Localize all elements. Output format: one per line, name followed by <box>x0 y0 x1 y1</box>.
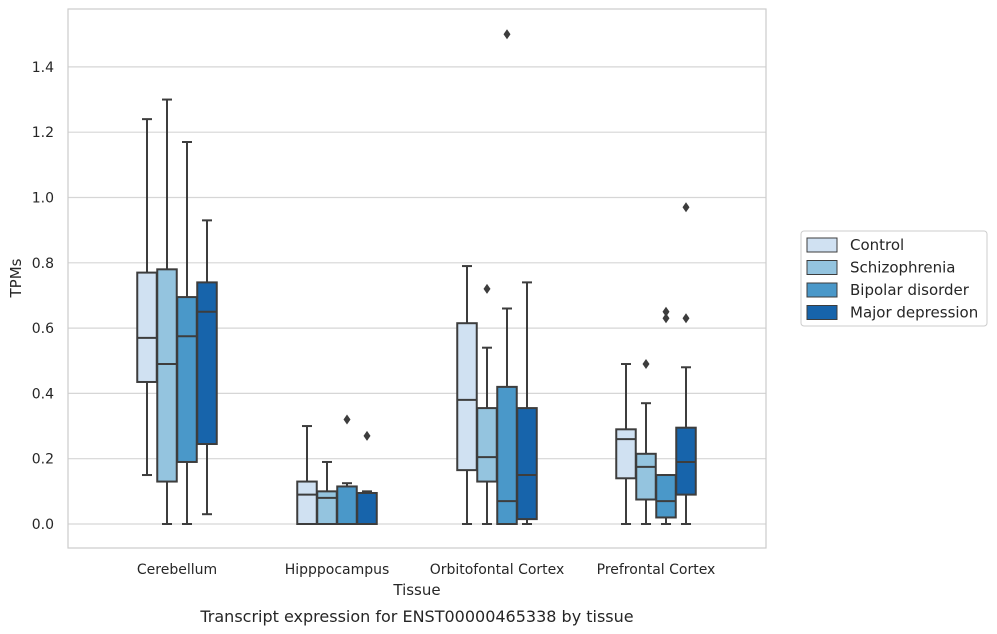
outlier-point <box>682 313 690 324</box>
y-tick-label: 1.0 <box>32 191 54 207</box>
x-tick-label: Prefrontal Cortex <box>597 562 716 578</box>
box-iqr <box>655 474 677 519</box>
box-iqr <box>196 281 218 446</box>
box-iqr <box>176 296 198 463</box>
box-control-1 <box>296 425 318 525</box>
outlier-point <box>343 414 351 425</box>
box-iqr <box>356 491 378 526</box>
box-iqr <box>336 485 358 526</box>
outlier-point <box>682 202 690 213</box>
legend: Control Schizophrenia Bipolar disorder Majo… <box>800 230 988 327</box>
x-tick-labels: Cerebellum Hipppocampus Orbitofontal Corte… <box>137 562 715 578</box>
box-control-3 <box>615 363 637 525</box>
x-tick-label: Cerebellum <box>137 562 217 578</box>
legend-label: Bipolar disorder <box>850 281 970 299</box>
y-tick-label: 1.4 <box>32 60 54 76</box>
plot-frame <box>67 8 767 549</box>
y-tick-label: 0.4 <box>32 386 54 402</box>
legend-frame <box>800 230 988 327</box>
box-iqr <box>496 385 518 525</box>
box-iqr <box>296 480 318 525</box>
y-tick-label: 1.2 <box>32 125 54 141</box>
box-iqr <box>456 322 478 472</box>
box-schizophrenia-1 <box>316 460 338 526</box>
outlier-point <box>662 313 670 324</box>
box-bipolar-disorder-2 <box>496 29 518 525</box>
box-major-depression-0 <box>196 219 218 516</box>
box-major-depression-3 <box>675 202 697 525</box>
box-schizophrenia-2 <box>476 283 498 525</box>
box-iqr <box>615 428 637 480</box>
box-major-depression-1 <box>356 430 378 526</box>
legend-label: Control <box>850 236 904 254</box>
legend-swatch <box>806 237 838 253</box>
outlier-point <box>662 306 670 317</box>
legend-swatch <box>806 260 838 275</box>
y-tick-label: 0.6 <box>32 321 54 337</box>
box-iqr <box>316 490 338 526</box>
chart-caption: Transcript expression for ENST0000046533… <box>199 607 633 626</box>
box-bipolar-disorder-3 <box>655 306 677 525</box>
box-bipolar-disorder-0 <box>176 140 198 525</box>
legend-swatch <box>806 282 838 298</box>
box-iqr <box>516 407 538 521</box>
box-groups <box>136 29 697 526</box>
y-tick-label: 0.0 <box>32 517 54 533</box>
box-major-depression-2 <box>516 281 538 525</box>
outlier-point <box>483 283 491 294</box>
y-tick-label: 0.2 <box>32 452 54 468</box>
box-control-2 <box>456 265 478 525</box>
box-iqr <box>156 268 178 483</box>
outlier-point <box>503 29 511 40</box>
box-control-0 <box>136 118 158 477</box>
box-iqr <box>635 452 657 501</box>
box-bipolar-disorder-1 <box>336 414 358 526</box>
outlier-point <box>642 359 650 370</box>
x-tick-label: Orbitofontal Cortex <box>430 562 565 578</box>
box-iqr <box>476 407 498 483</box>
legend-label: Schizophrenia <box>850 259 955 277</box>
legend-label: Major depression <box>850 304 978 322</box>
y-axis-title: TPMs <box>7 258 25 298</box>
legend-swatch <box>806 305 838 320</box>
box-schizophrenia-0 <box>156 98 178 525</box>
outlier-point <box>363 430 371 441</box>
box-iqr <box>136 271 158 383</box>
x-axis-title: Tissue <box>392 581 440 599</box>
y-tick-label: 0.8 <box>32 256 54 272</box>
box-schizophrenia-3 <box>635 359 657 525</box>
x-tick-label: Hipppocampus <box>285 562 390 578</box>
y-tick-labels: 0.0 0.2 0.4 0.6 0.8 1.0 1.2 1.4 <box>32 60 54 533</box>
